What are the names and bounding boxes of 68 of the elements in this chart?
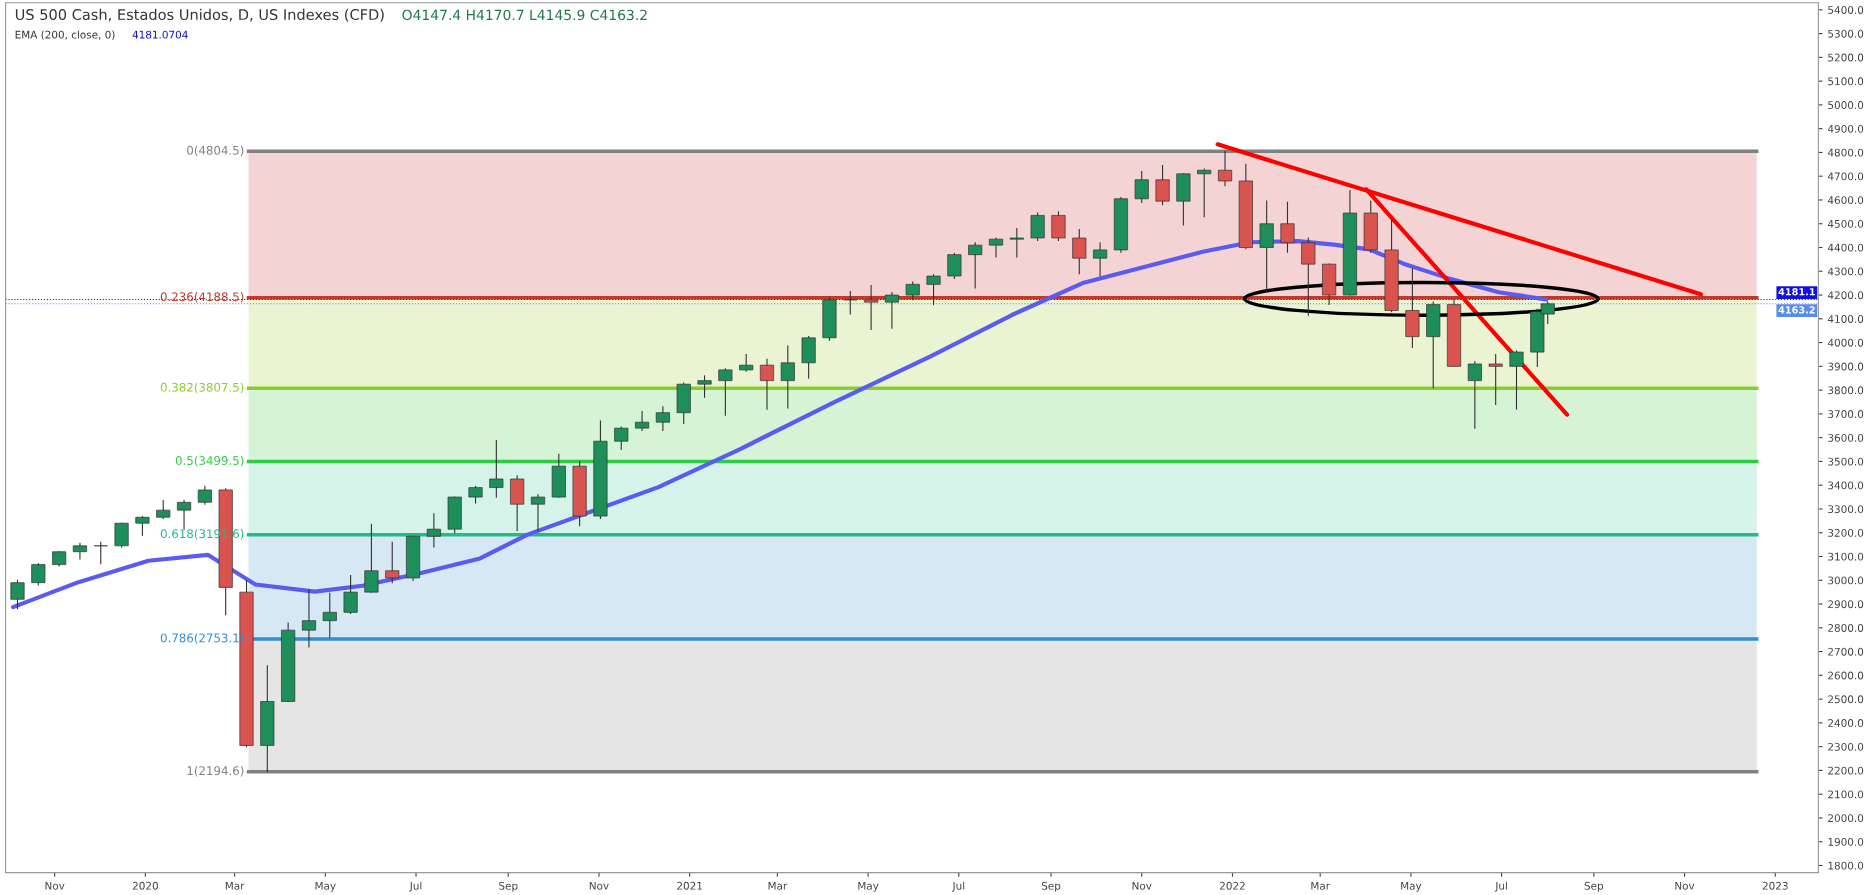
x-tick-label: Mar [225, 881, 245, 890]
y-tick-label: 3900.0 [1828, 362, 1864, 371]
annotation: 4181.0704 [132, 30, 188, 39]
ref-line-label: 0.5(3499.5) [175, 455, 244, 467]
y-tick-label: 4600.0 [1827, 196, 1864, 205]
y-tick-label: 2700.0 [1828, 647, 1864, 656]
x-tick-label: Nov [589, 881, 609, 890]
x-tick-label: May [858, 881, 879, 892]
y-tick-label: 2400.0 [1828, 719, 1864, 727]
ref-line-label: 0.236(4188.5) [160, 292, 244, 303]
chart-title: US 500 Cash, Estados Unidos, D, US Indexes (CFD) [15, 8, 384, 22]
x-tick-label: Sep [1584, 881, 1604, 892]
x-tick-label: Jul [1494, 881, 1507, 892]
ref-line-label: 0(4804.5) [187, 145, 244, 157]
x-tick-label: 2020 [132, 881, 158, 890]
text: EMA (200, close, 0) [15, 30, 115, 40]
y-tick-label: 4000.0 [1827, 338, 1864, 347]
x-tick-label: Mar [768, 881, 788, 890]
x-tick-label: Mar [1311, 881, 1331, 890]
y-tick-label: 5200.0 [1828, 53, 1864, 62]
ref-line-label: 0.382(3807.5) [160, 382, 244, 394]
y-tick-label: 3100.0 [1828, 552, 1864, 561]
y-tick-label: 4900.0 [1827, 124, 1864, 133]
y-tick-label: 3800.0 [1828, 386, 1864, 395]
y-tick-label: 5300.0 [1828, 29, 1864, 38]
y-tick-label: 2500.0 [1828, 695, 1864, 704]
y-tick-label: 2100.0 [1828, 790, 1864, 799]
y-tick-label: 3500.0 [1828, 457, 1864, 466]
ref-line-label: 4163.2 [1778, 306, 1815, 314]
y-tick-label: 2300.0 [1828, 742, 1864, 751]
y-tick-label: 4200.0 [1827, 291, 1864, 300]
x-tick-label: 2023 [1762, 881, 1788, 890]
y-tick-label: 4300.0 [1827, 267, 1864, 276]
y-tick-label: 1800.0 [1828, 861, 1864, 870]
y-tick-label: 2000.0 [1828, 814, 1864, 823]
y-tick-label: 4500.0 [1827, 219, 1864, 228]
y-tick-label: 5000.0 [1828, 101, 1864, 109]
x-tick-label: Sep [1041, 881, 1061, 892]
y-tick-label: 2900.0 [1828, 600, 1864, 609]
x-tick-label: Nov [45, 881, 65, 890]
y-tick-label: 4100.0 [1827, 315, 1864, 323]
y-tick-label: 3400.0 [1828, 481, 1864, 490]
x-tick-label: Nov [1675, 881, 1695, 890]
y-tick-label: 4400.0 [1827, 243, 1864, 252]
y-tick-label: 5100.0 [1828, 77, 1864, 86]
y-tick-label: 2600.0 [1828, 671, 1864, 680]
ref-line-label: 1(2194.6) [187, 766, 244, 777]
y-tick-label: 3200.0 [1828, 528, 1864, 537]
x-tick-label: Jul [952, 881, 965, 892]
x-tick-label: May [315, 881, 336, 892]
x-tick-label: Sep [499, 881, 518, 892]
x-tick-label: Jul [409, 881, 422, 892]
y-tick-label: 4800.0 [1827, 148, 1864, 157]
y-tick-label: 3300.0 [1828, 505, 1864, 514]
y-tick-label: 3000.0 [1828, 576, 1864, 585]
y-tick-label: 4700.0 [1827, 172, 1864, 181]
x-tick-label: May [1401, 881, 1422, 892]
x-tick-label: 2021 [677, 881, 702, 890]
y-tick-label: 2200.0 [1828, 766, 1864, 775]
x-tick-label: Nov [1132, 881, 1152, 890]
y-tick-label: 1900.0 [1828, 837, 1864, 846]
y-tick-label: 5400.0 [1828, 6, 1864, 14]
x-tick-label: 2022 [1219, 881, 1245, 890]
ref-line-label: 4181.1 [1778, 288, 1815, 296]
y-tick-label: 3700.0 [1828, 410, 1864, 418]
y-tick-label: 2800.0 [1828, 624, 1864, 632]
annotation: O4147.4 H4170.7 L4145.9 C4163.2 [402, 9, 647, 21]
y-tick-label: 3600.0 [1828, 433, 1864, 442]
